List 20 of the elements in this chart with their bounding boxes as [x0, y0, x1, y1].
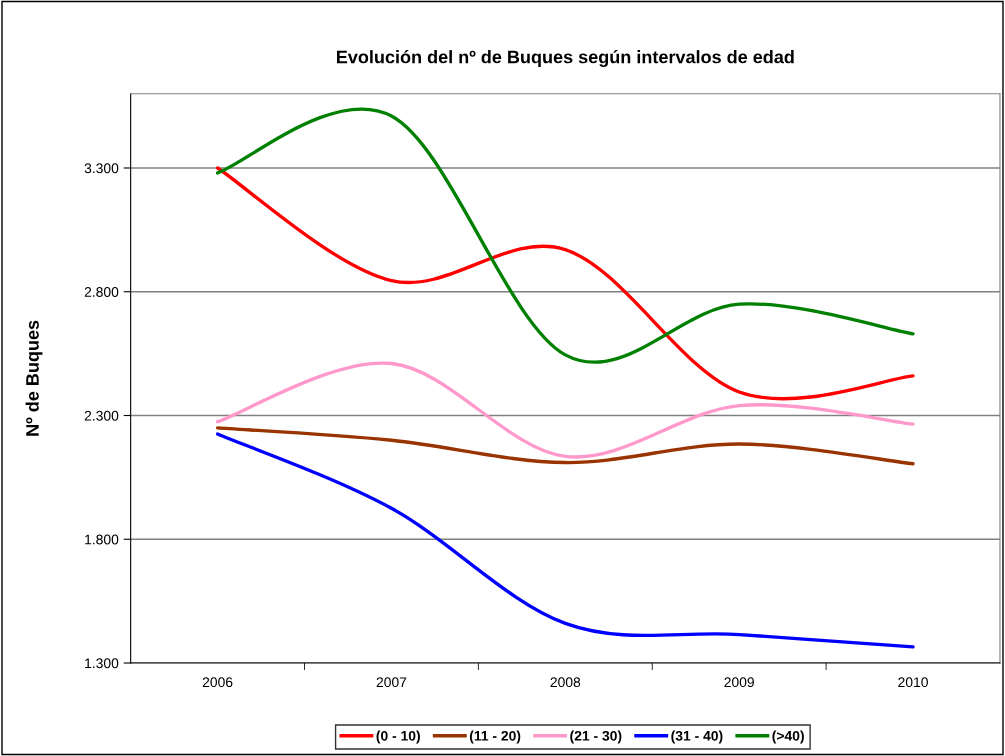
legend-label: (21 - 30)	[570, 730, 622, 744]
legend-label: (0 - 10)	[376, 730, 420, 744]
x-tick-label: 2009	[724, 677, 754, 688]
legend-label: (>40)	[772, 730, 804, 744]
y-axis-title: Nº de Buques	[25, 320, 43, 436]
y-tick-label: 3.300	[84, 163, 119, 174]
y-tick-label: 1.800	[85, 534, 119, 545]
y-tick-label: 1.300	[85, 658, 119, 669]
x-tick-label: 2008	[550, 677, 581, 688]
legend-label: (31 - 40)	[671, 730, 723, 744]
y-tick-label: 2.300	[84, 410, 119, 421]
x-tick-label: 2010	[898, 677, 928, 688]
x-tick-label: 2007	[376, 677, 407, 688]
chart-title: Evolución del nº de Buques según intervalos de edad	[337, 49, 794, 68]
line-series	[215, 432, 915, 649]
x-tick-label: 2006	[202, 677, 233, 688]
line-series	[215, 361, 915, 459]
line-series	[215, 426, 915, 466]
legend-label: (11 - 20)	[469, 730, 521, 744]
y-tick-label: 2.800	[84, 287, 119, 297]
